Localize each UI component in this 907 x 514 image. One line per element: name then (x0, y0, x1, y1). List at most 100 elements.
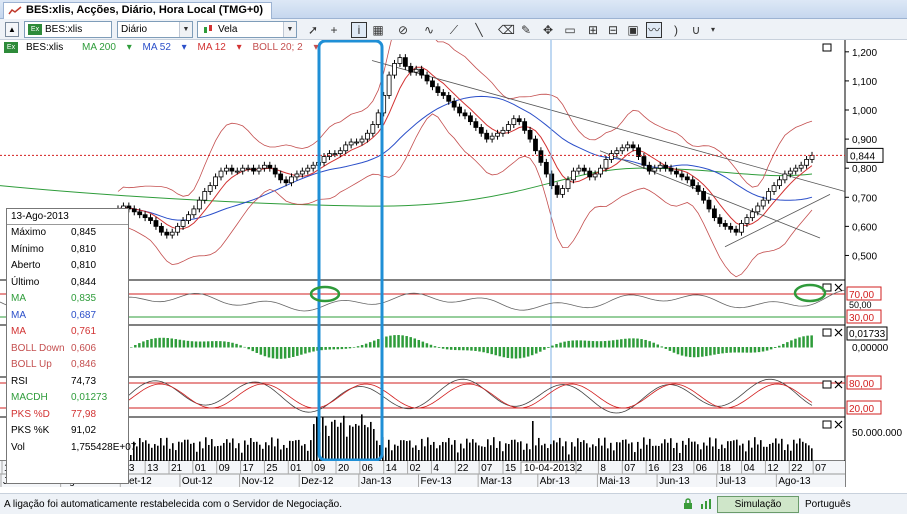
macd-bar (769, 347, 773, 350)
macd-bar (255, 347, 259, 353)
volume-bar (685, 444, 687, 461)
calendar-icon[interactable]: ▭ (564, 23, 576, 37)
period-select[interactable]: Diário ▼ (117, 21, 193, 38)
chart-style-select[interactable]: Vela ▼ (197, 21, 297, 38)
candle-body (337, 150, 343, 155)
volume-bar (199, 441, 201, 461)
candle-body (397, 57, 403, 64)
volume-bar (607, 448, 609, 461)
macd-bar (567, 340, 570, 348)
sine-icon[interactable]: ∿ (423, 23, 435, 37)
volume-bar (421, 438, 423, 461)
volume-bar (736, 439, 738, 461)
collapse-button[interactable]: ▲ (5, 22, 19, 37)
zoom-icon[interactable]: ⊘ (397, 23, 409, 37)
macd-value-box (846, 326, 888, 341)
volume-bar (805, 443, 807, 461)
candle-body (636, 147, 641, 157)
macd-bar (166, 338, 169, 348)
magnet-icon[interactable]: ∪ (691, 23, 701, 37)
macd-bar (389, 335, 392, 348)
legend-symbol[interactable]: Ex BES:xlis (4, 42, 71, 53)
candle-body (451, 100, 457, 108)
cursor-icon[interactable]: ➚ (307, 23, 319, 37)
volume-bar (703, 442, 705, 461)
volume-bar (445, 442, 447, 461)
sound-icon[interactable]: ) (674, 23, 678, 37)
line-icon[interactable]: ╲ (475, 23, 483, 37)
move-icon[interactable]: ✥ (542, 23, 554, 37)
volume-bar (187, 439, 189, 461)
volume-bar (754, 437, 756, 461)
info-icon[interactable]: i (351, 22, 367, 38)
volume-bar (571, 442, 573, 461)
candle-body (565, 179, 571, 189)
volume-bar (220, 445, 222, 461)
candle-body (706, 199, 712, 210)
highlight-circle (309, 285, 341, 303)
legend-ma200[interactable]: MA 200 ▾ (82, 42, 132, 54)
candle-body (766, 191, 772, 201)
volume-bar (763, 446, 765, 461)
trendline-icon[interactable]: ⟋ (449, 23, 459, 37)
volume-bar (139, 438, 141, 461)
macd-bar (405, 336, 408, 348)
macd-bar (312, 347, 315, 352)
language-label[interactable]: Português (805, 499, 851, 510)
volume-bar (784, 450, 786, 461)
simulation-button[interactable]: Simulação (717, 496, 799, 513)
legend-ma52[interactable]: MA 52 ▾ (142, 42, 187, 54)
volume-bar (520, 441, 522, 461)
legend-boll[interactable]: BOLL 20; 2 ▾ (252, 42, 319, 54)
lock-icon (684, 498, 692, 509)
close-icon (834, 420, 843, 429)
symbol-field[interactable]: Ex BES:xlis (24, 21, 112, 38)
volume-bar (400, 440, 402, 461)
volume-bar (748, 440, 750, 461)
studies-icon[interactable]: ▣ (627, 23, 639, 37)
macd-bar (206, 341, 210, 348)
grid-icon[interactable]: ▦ (372, 23, 384, 37)
row-label: BOLL Down (11, 342, 65, 354)
candle-body (392, 63, 397, 76)
chart-area[interactable]: 1,200 1,100 1,000 0,900 0,800 0,700 0,600 0,500… (0, 0, 907, 487)
macd-bar (802, 336, 805, 348)
candle-body (522, 121, 528, 131)
chevron-down-icon: ▼ (283, 22, 296, 37)
volume-bar (556, 442, 558, 461)
eraser-icon[interactable]: ⌫ (498, 23, 515, 37)
volume-bar (568, 454, 570, 461)
price-tick-label: 0,600 (852, 222, 877, 233)
macd-bar (409, 337, 412, 348)
volume-bar (769, 443, 771, 461)
crosshair-icon[interactable]: + (330, 23, 338, 37)
data-window-date: 13-Ago-2013 (7, 209, 128, 225)
candle-body (202, 191, 208, 201)
legend-ma12[interactable]: MA 12 ▾ (197, 42, 242, 54)
candle-body (256, 167, 262, 172)
candle-body (505, 124, 511, 131)
more-icon[interactable]: ▾ (710, 25, 715, 34)
rsi-30-box (846, 309, 882, 324)
wave-icon[interactable]: 〰 (646, 22, 662, 38)
macd-bar (644, 339, 647, 348)
day-label: 16 (648, 463, 660, 474)
indicator-icon[interactable]: ⊟ (607, 23, 619, 37)
volume-bar (790, 450, 792, 461)
volume-bar (604, 437, 606, 461)
legend: Ex BES:xlis MA 200 ▾ MA 52 ▾ MA 12 ▾ BOLL… (4, 42, 326, 56)
compare-icon[interactable]: ⊞ (587, 23, 599, 37)
chart-tab[interactable]: BES:xlis, Acções, Diário, Hora Local (TM… (3, 2, 273, 19)
volume-bar (454, 440, 456, 461)
volume-bar (733, 440, 735, 461)
row-value: 0,606 (71, 342, 97, 354)
volume-bar (247, 444, 249, 461)
macd-bar (530, 347, 534, 356)
macd-bar (664, 347, 668, 349)
candle-body (386, 74, 392, 96)
last-price-label: 0,844 (850, 151, 875, 162)
volume-bar (313, 424, 315, 461)
paint-icon[interactable]: ✎ (520, 23, 532, 37)
candle-body (657, 164, 663, 169)
data-window-row: MA 0,761 (7, 324, 128, 341)
